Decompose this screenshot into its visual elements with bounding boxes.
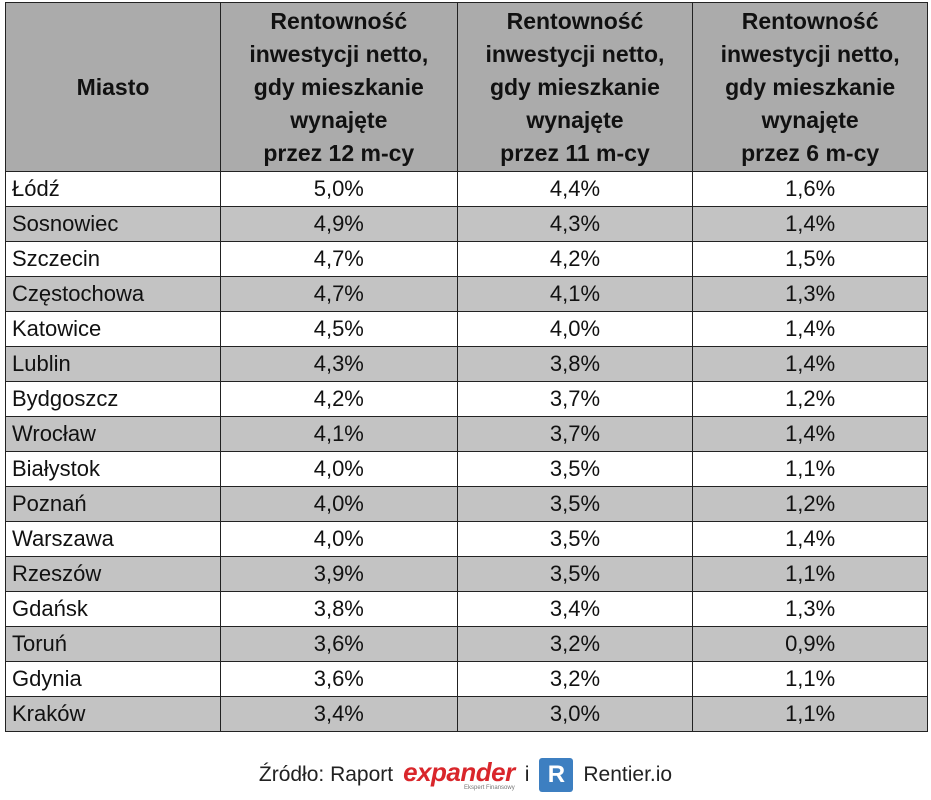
city-cell: Lublin	[5, 346, 221, 382]
value-cell: 1,4%	[692, 206, 928, 242]
value-cell: 3,6%	[219, 626, 458, 662]
city-cell: Toruń	[5, 626, 221, 662]
value-cell: 4,0%	[456, 311, 694, 347]
table-row: Kraków 3,4% 3,0% 1,1%	[5, 696, 928, 732]
value-cell: 1,2%	[692, 486, 928, 522]
value-cell: 4,5%	[219, 311, 458, 347]
logo-word: expander	[403, 757, 515, 787]
value-cell: 3,0%	[456, 696, 694, 732]
table-row: Bydgoszcz 4,2% 3,7% 1,2%	[5, 381, 928, 417]
header-row: Miasto Rentowność inwestycji netto, gdy m…	[5, 2, 928, 172]
header-cell: Rentowność inwestycji netto, gdy mieszka…	[692, 2, 928, 172]
city-cell: Wrocław	[5, 416, 221, 452]
city-cell: Katowice	[5, 311, 221, 347]
value-cell: 1,6%	[692, 171, 928, 207]
city-cell: Białystok	[5, 451, 221, 487]
table-row: Warszawa 4,0% 3,5% 1,4%	[5, 521, 928, 557]
value-cell: 3,7%	[456, 381, 694, 417]
value-cell: 1,4%	[692, 311, 928, 347]
source-label: Źródło: Raport	[258, 763, 394, 786]
value-cell: 3,4%	[219, 696, 458, 732]
value-cell: 3,9%	[219, 556, 458, 592]
value-cell: 1,1%	[692, 661, 928, 697]
value-cell: 3,8%	[456, 346, 694, 382]
value-cell: 4,0%	[219, 521, 458, 557]
table-row: Katowice 4,5% 4,0% 1,4%	[5, 311, 928, 347]
value-cell: 3,5%	[456, 486, 694, 522]
header-cell: Rentowność inwestycji netto, gdy mieszka…	[456, 2, 694, 172]
value-cell: 1,4%	[692, 416, 928, 452]
city-cell: Rzeszów	[5, 556, 221, 592]
expander-logo: expander Ekspert Finansowy	[403, 759, 515, 791]
data-table: Miasto Rentowność inwestycji netto, gdy m…	[5, 2, 928, 732]
value-cell: 4,9%	[219, 206, 458, 242]
logo-tagline: Ekspert Finansowy	[464, 785, 515, 791]
rentier-logo: Rentier.io	[583, 763, 673, 786]
value-cell: 4,2%	[456, 241, 694, 277]
city-cell: Poznań	[5, 486, 221, 522]
table-row: Rzeszów 3,9% 3,5% 1,1%	[5, 556, 928, 592]
value-cell: 3,2%	[456, 626, 694, 662]
city-cell: Kraków	[5, 696, 221, 732]
value-cell: 3,8%	[219, 591, 458, 627]
table-row: Białystok 4,0% 3,5% 1,1%	[5, 451, 928, 487]
value-cell: 4,4%	[456, 171, 694, 207]
connector: i	[524, 763, 530, 786]
city-cell: Łódź	[5, 171, 221, 207]
city-cell: Bydgoszcz	[5, 381, 221, 417]
value-cell: 1,1%	[692, 696, 928, 732]
value-cell: 3,5%	[456, 451, 694, 487]
value-cell: 4,3%	[456, 206, 694, 242]
value-cell: 3,4%	[456, 591, 694, 627]
header-cell: Miasto	[5, 2, 221, 172]
value-cell: 4,7%	[219, 276, 458, 312]
table-row: Łódź 5,0% 4,4% 1,6%	[5, 171, 928, 207]
value-cell: 3,2%	[456, 661, 694, 697]
value-cell: 1,1%	[692, 556, 928, 592]
city-cell: Warszawa	[5, 521, 221, 557]
value-cell: 3,6%	[219, 661, 458, 697]
table-row: Poznań 4,0% 3,5% 1,2%	[5, 486, 928, 522]
value-cell: 3,5%	[456, 556, 694, 592]
value-cell: 4,1%	[456, 276, 694, 312]
value-cell: 1,3%	[692, 591, 928, 627]
table-row: Lublin 4,3% 3,8% 1,4%	[5, 346, 928, 382]
table-row: Sosnowiec 4,9% 4,3% 1,4%	[5, 206, 928, 242]
value-cell: 1,3%	[692, 276, 928, 312]
value-cell: 4,7%	[219, 241, 458, 277]
city-cell: Gdańsk	[5, 591, 221, 627]
city-cell: Sosnowiec	[5, 206, 221, 242]
table-row: Szczecin 4,7% 4,2% 1,5%	[5, 241, 928, 277]
table-row: Wrocław 4,1% 3,7% 1,4%	[5, 416, 928, 452]
value-cell: 4,0%	[219, 451, 458, 487]
header-cell: Rentowność inwestycji netto, gdy mieszka…	[219, 2, 458, 172]
city-cell: Częstochowa	[5, 276, 221, 312]
table-row: Gdynia 3,6% 3,2% 1,1%	[5, 661, 928, 697]
value-cell: 1,1%	[692, 451, 928, 487]
value-cell: 0,9%	[692, 626, 928, 662]
value-cell: 5,0%	[219, 171, 458, 207]
value-cell: 1,4%	[692, 346, 928, 382]
table-row: Częstochowa 4,7% 4,1% 1,3%	[5, 276, 928, 312]
table-row: Gdańsk 3,8% 3,4% 1,3%	[5, 591, 928, 627]
value-cell: 1,2%	[692, 381, 928, 417]
footer: Źródło: Raport expander Ekspert Finansow…	[0, 755, 931, 795]
value-cell: 4,3%	[219, 346, 458, 382]
value-cell: 1,5%	[692, 241, 928, 277]
value-cell: 1,4%	[692, 521, 928, 557]
city-cell: Gdynia	[5, 661, 221, 697]
rentier-icon: R	[539, 758, 574, 792]
city-cell: Szczecin	[5, 241, 221, 277]
value-cell: 3,5%	[456, 521, 694, 557]
value-cell: 3,7%	[456, 416, 694, 452]
value-cell: 4,1%	[219, 416, 458, 452]
value-cell: 4,0%	[219, 486, 458, 522]
table-row: Toruń 3,6% 3,2% 0,9%	[5, 626, 928, 662]
value-cell: 4,2%	[219, 381, 458, 417]
